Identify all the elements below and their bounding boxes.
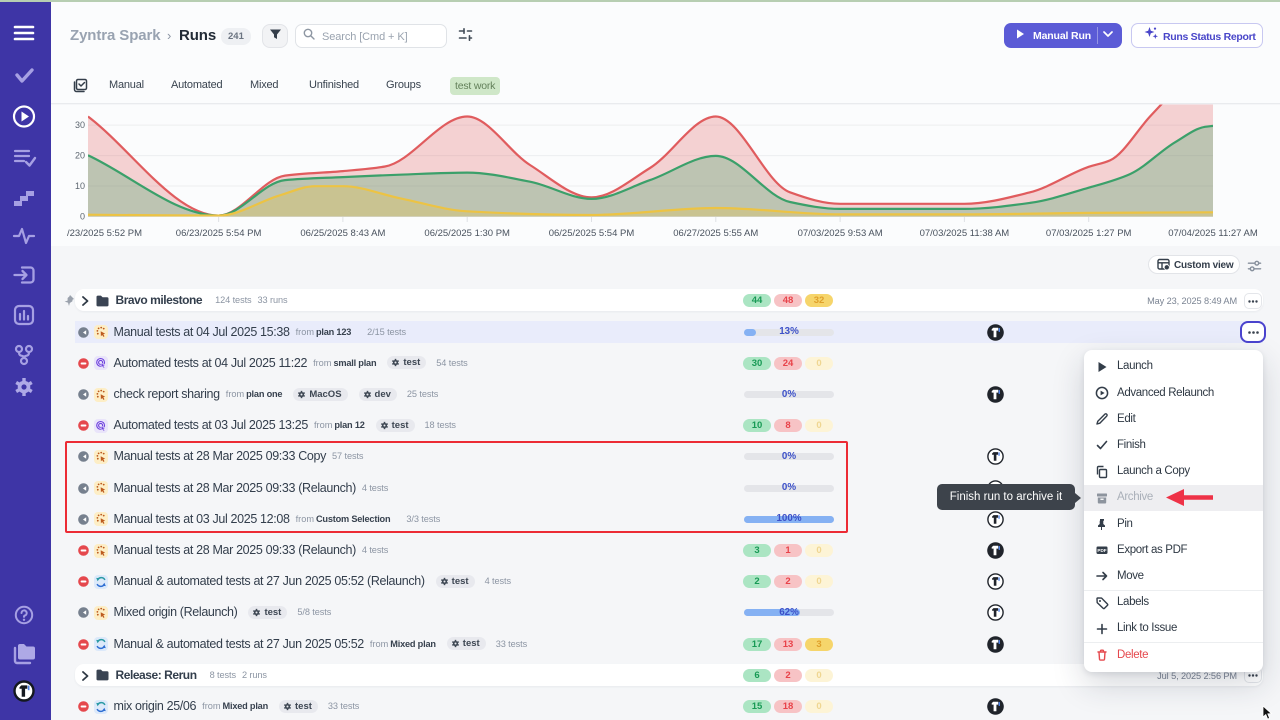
svg-text:10: 10 (75, 181, 85, 191)
svg-text:06/27/2025 5:55 AM: 06/27/2025 5:55 AM (673, 228, 758, 239)
svg-text:07/03/2025 1:27 PM: 07/03/2025 1:27 PM (1046, 228, 1132, 239)
svg-text:07/03/2025 11:38 AM: 07/03/2025 11:38 AM (920, 228, 1010, 239)
svg-text:06/25/2025 5:54 PM: 06/25/2025 5:54 PM (549, 228, 635, 239)
svg-text:0: 0 (80, 212, 85, 222)
svg-text:06/23/2025 5:54 PM: 06/23/2025 5:54 PM (176, 228, 262, 239)
svg-text:30: 30 (75, 120, 85, 130)
svg-text:07/03/2025 9:53 AM: 07/03/2025 9:53 AM (798, 228, 883, 239)
svg-text:20: 20 (75, 151, 85, 161)
svg-text:07/04/2025 11:27 AM: 07/04/2025 11:27 AM (1168, 228, 1258, 239)
svg-text:PDF: PDF (1097, 548, 1106, 553)
svg-text:06/25/2025 1:30 PM: 06/25/2025 1:30 PM (424, 228, 510, 239)
svg-text:/23/2025 5:52 PM: /23/2025 5:52 PM (67, 228, 142, 239)
svg-text:06/25/2025 8:43 AM: 06/25/2025 8:43 AM (300, 228, 385, 239)
